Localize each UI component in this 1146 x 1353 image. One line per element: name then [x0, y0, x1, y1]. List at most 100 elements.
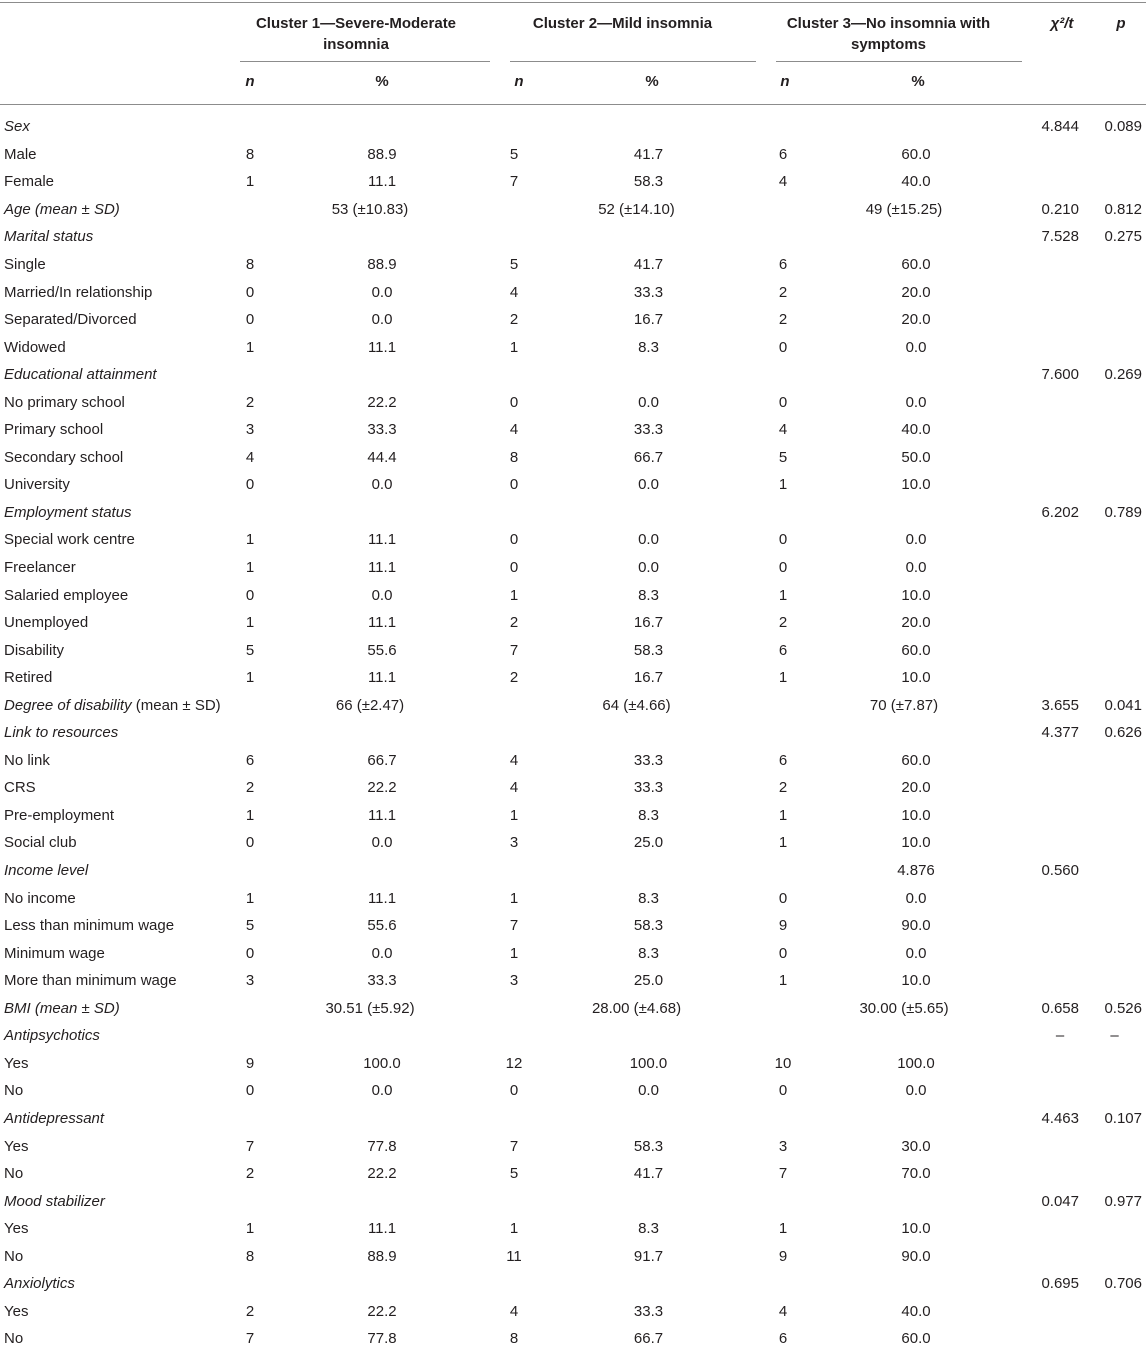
p-value [1083, 939, 1146, 967]
row-label: Mood stabilizer [4, 1192, 105, 1210]
cluster3-n: 6 [778, 256, 788, 273]
table-row: Unemployed 1 11.1 2 16.7 2 20.0 [0, 609, 1146, 637]
stat-value: 0.047 [1041, 1192, 1079, 1210]
row-label: Separated/Divorced [4, 311, 137, 329]
stat-value [1037, 829, 1083, 857]
stat-value [1037, 168, 1083, 196]
cluster3-n: 4 [778, 1302, 788, 1320]
p-value [1083, 471, 1146, 499]
cluster1-n: 0 [245, 1082, 255, 1100]
cluster3-pct: 0.0 [905, 393, 927, 411]
cluster2-mean-sd: 28.00 (±4.68) [591, 999, 682, 1017]
cluster1-pct: 22.2 [367, 779, 397, 797]
cluster2-pct [526, 1022, 771, 1050]
p-value: 0.275 [1104, 228, 1142, 246]
row-label: No link [4, 751, 50, 769]
cluster1-pct: 66.7 [367, 751, 397, 769]
table-row: Degree of disability (mean ± SD) 66 (±2.4… [0, 691, 1146, 719]
cluster2-n: 4 [509, 421, 519, 439]
cluster1-n: 1 [245, 669, 255, 687]
stat-value [1037, 664, 1083, 692]
cluster2-n: 4 [509, 751, 519, 769]
row-label: Educational attainment [4, 366, 157, 384]
cluster3-header: Cluster 3—No insomnia with symptoms [786, 15, 991, 53]
cluster3-pct [795, 1022, 1037, 1050]
cluster3-n [771, 223, 795, 251]
p-value: 0.706 [1104, 1275, 1142, 1293]
row-label: No [4, 1247, 24, 1265]
cluster2-pct [526, 499, 771, 527]
p-value [1083, 1160, 1146, 1188]
cluster2-pct [526, 223, 771, 251]
cluster1-pct [262, 1105, 502, 1133]
table-row: Sex 4.844 0.089 [0, 113, 1146, 141]
cluster1-pct: 0.0 [371, 283, 393, 301]
cluster1-pct: 11.1 [367, 669, 397, 687]
p-value: 0.107 [1104, 1109, 1142, 1127]
p-value [1083, 802, 1146, 830]
cluster2-n: 8 [509, 448, 519, 466]
cluster1-n [238, 1187, 262, 1215]
cluster2-n: 2 [509, 614, 519, 632]
stat-value: 7.600 [1041, 366, 1079, 384]
cluster3-pct: 10.0 [901, 1220, 931, 1238]
p-value [1083, 857, 1146, 885]
p-value [1083, 306, 1146, 334]
table-row: No link 6 66.7 4 33.3 6 60.0 [0, 747, 1146, 775]
cluster1-n [238, 857, 262, 885]
cluster3-n: 4 [778, 421, 788, 439]
row-label: Widowed [4, 338, 66, 356]
cluster3-pct: 50.0 [901, 448, 931, 466]
table-row: Mood stabilizer 0.047 0.977 [0, 1187, 1146, 1215]
cluster3-pct: 20.0 [901, 311, 931, 329]
cluster3-mean-sd: 49 (±15.25) [865, 200, 943, 218]
cluster3-n: 0 [778, 944, 788, 962]
cluster3-pct: 100.0 [897, 1054, 935, 1072]
cluster3-n: 0 [778, 338, 788, 356]
cluster1-pct: 22.2 [367, 1165, 397, 1183]
cluster3-n: 4 [778, 173, 788, 191]
cluster1-pct [262, 361, 502, 389]
cluster1-pct: 55.6 [367, 641, 397, 659]
cluster1-n: 0 [245, 586, 255, 604]
cluster1-n [238, 1105, 262, 1133]
cluster1-pct: 88.9 [367, 145, 397, 163]
cluster3-n: 1 [778, 586, 788, 604]
table-row: BMI (mean ± SD) 30.51 (±5.92) 28.00 (±4.68… [0, 995, 1146, 1023]
stat-value [1037, 526, 1083, 554]
cluster3-n: 0 [778, 889, 788, 907]
cluster2-pct: 33.3 [633, 421, 664, 439]
stat-value: 4.463 [1041, 1109, 1079, 1127]
cluster3-pct [795, 499, 1037, 527]
row-label: No [4, 1165, 24, 1183]
cluster2-pct: 0.0 [638, 559, 659, 577]
stat-value [1037, 939, 1083, 967]
stat-value [1037, 388, 1083, 416]
cluster3-pct: 40.0 [901, 421, 931, 439]
row-label: Unemployed [4, 614, 89, 632]
stat-value [1037, 912, 1083, 940]
cluster2-pct: 41.7 [633, 145, 664, 163]
cluster1-n [238, 1022, 262, 1050]
cluster1-pct: 11.1 [367, 531, 397, 549]
cluster3-mean-sd: 30.00 (±5.65) [859, 999, 949, 1017]
stat-value: 6.202 [1041, 503, 1079, 521]
p-value [1083, 1077, 1146, 1105]
table-row: No income 1 11.1 1 8.3 0 0.0 [0, 884, 1146, 912]
cluster2-n: 0 [509, 531, 519, 549]
cluster1-n: 3 [245, 421, 255, 439]
cluster2-pct: 33.3 [633, 751, 664, 769]
cluster1-pct: 0.0 [371, 586, 393, 604]
row-label: Anxiolytics [4, 1275, 75, 1293]
cluster1-n: 1 [245, 531, 255, 549]
table-row: Retired 1 11.1 2 16.7 1 10.0 [0, 664, 1146, 692]
stat-value: 4.377 [1041, 724, 1079, 742]
stat-value [1037, 774, 1083, 802]
cluster2-n: 7 [509, 1137, 519, 1155]
cluster2-pct: 0.0 [638, 393, 659, 411]
stat-value [1037, 1160, 1083, 1188]
row-label: Retired [4, 669, 53, 687]
cluster2-n: 7 [509, 173, 519, 191]
cluster2-pct: 33.3 [633, 1302, 664, 1320]
cluster3-pct [795, 719, 1037, 747]
